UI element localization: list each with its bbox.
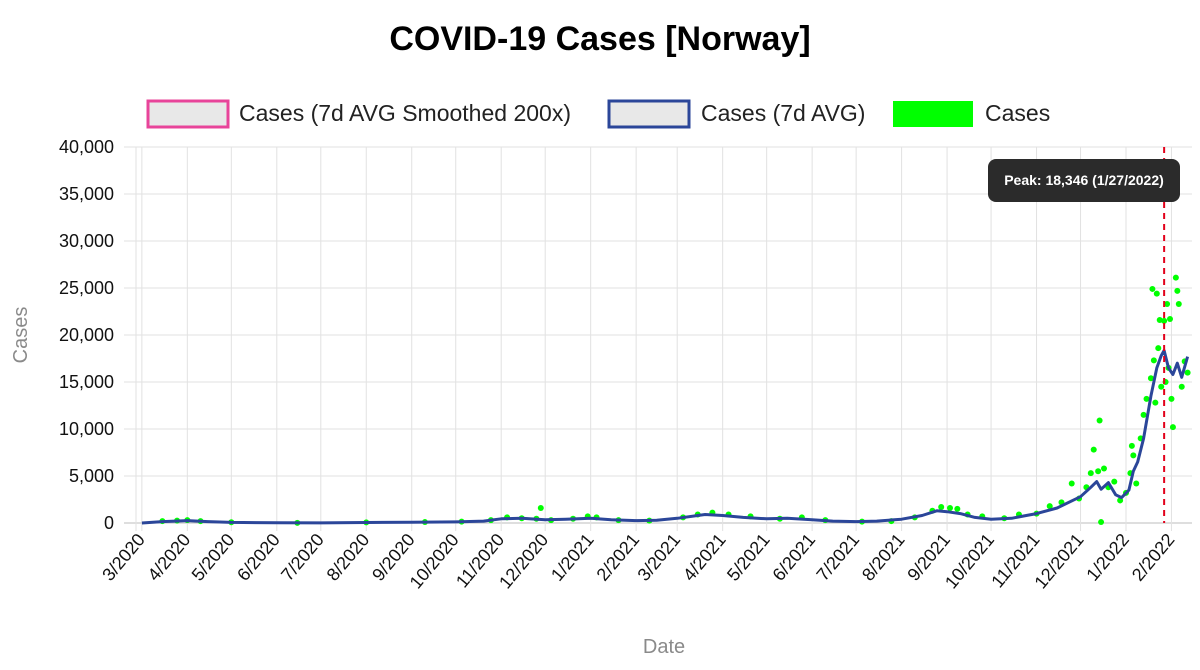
cases-point bbox=[1140, 411, 1147, 418]
cases-point bbox=[1098, 519, 1105, 526]
x-tick-label: 4/2021 bbox=[679, 530, 730, 585]
cases-point bbox=[1155, 345, 1162, 352]
cases-point bbox=[1169, 424, 1176, 431]
legend-swatch-smoothed bbox=[146, 99, 230, 129]
cases-point bbox=[1101, 465, 1107, 472]
x-tick-label: 1/2022 bbox=[1082, 530, 1133, 585]
legend-label-smoothed: Cases (7d AVG Smoothed 200x) bbox=[239, 100, 571, 126]
cases-point bbox=[1111, 478, 1118, 485]
x-tick-label: 4/2020 bbox=[144, 530, 195, 585]
cases-point bbox=[1164, 300, 1171, 307]
x-tick-label: 7/2021 bbox=[812, 530, 863, 585]
cases-point bbox=[1068, 480, 1075, 487]
legend-item-avg[interactable]: Cases (7d AVG) bbox=[607, 99, 865, 129]
cases-point bbox=[1087, 470, 1094, 477]
y-tick-label: 0 bbox=[104, 513, 114, 533]
cases-point bbox=[1046, 503, 1053, 510]
cases-point bbox=[1128, 442, 1135, 449]
cases-point bbox=[947, 504, 953, 511]
x-tick-label: 8/2021 bbox=[858, 530, 909, 585]
tooltip-box bbox=[988, 159, 1180, 202]
cases-point bbox=[1149, 285, 1156, 292]
x-tick-label: 6/2021 bbox=[768, 530, 819, 585]
y-tick-label: 40,000 bbox=[59, 137, 114, 157]
y-tick-label: 35,000 bbox=[59, 184, 114, 204]
x-tick-label: 6/2020 bbox=[233, 530, 284, 585]
x-tick-label: 5/2021 bbox=[723, 530, 774, 585]
cases-point bbox=[1090, 446, 1097, 453]
y-tick-label: 10,000 bbox=[59, 419, 114, 439]
cases-point bbox=[1161, 317, 1168, 324]
cases-point bbox=[1168, 395, 1175, 402]
y-tick-label: 25,000 bbox=[59, 278, 114, 298]
x-tick-label: 8/2020 bbox=[323, 530, 374, 585]
cases-points bbox=[159, 274, 1191, 526]
grid bbox=[124, 146, 1192, 531]
x-tick-label: 1/2021 bbox=[547, 530, 598, 585]
x-tick-label: 2/2022 bbox=[1128, 530, 1179, 585]
cases-point bbox=[1174, 287, 1181, 294]
legend-swatch-avg bbox=[607, 99, 691, 129]
cases-point bbox=[1133, 480, 1140, 487]
cases-point bbox=[1153, 290, 1160, 297]
cases-point bbox=[1172, 274, 1179, 281]
legend-item-smoothed[interactable]: Cases (7d AVG Smoothed 200x) bbox=[146, 99, 571, 129]
chart-title: COVID-19 Cases [Norway] bbox=[389, 20, 810, 58]
cases-point bbox=[1096, 417, 1103, 424]
cases-point bbox=[1178, 383, 1185, 390]
cases-point bbox=[1130, 452, 1137, 459]
cases-point bbox=[954, 505, 961, 512]
x-tick-label: 3/2021 bbox=[634, 530, 685, 585]
legend-label-avg: Cases (7d AVG) bbox=[701, 100, 865, 126]
y-tick-label: 5,000 bbox=[69, 466, 114, 486]
cases-point bbox=[537, 504, 544, 511]
cases-point bbox=[1184, 369, 1191, 376]
y-axis: 0 5,000 10,000 15,000 20,000 25,000 30,000 35,0… bbox=[59, 137, 114, 533]
y-tick-label: 15,000 bbox=[59, 372, 114, 392]
x-tick-label: 2/2021 bbox=[592, 530, 643, 585]
y-tick-label: 30,000 bbox=[59, 231, 114, 251]
cases-point bbox=[1175, 300, 1182, 307]
peak-tooltip: Peak: 18,346 (1/27/2022) bbox=[988, 159, 1180, 202]
legend: Cases (7d AVG Smoothed 200x) Cases (7d A… bbox=[146, 99, 1050, 129]
cases-point bbox=[1152, 399, 1159, 406]
y-axis-title: Cases bbox=[10, 307, 32, 364]
x-axis-title: Date bbox=[643, 636, 685, 658]
cases-point bbox=[1158, 383, 1165, 390]
x-axis: 3/20204/20205/20206/20207/20208/20209/20… bbox=[98, 530, 1178, 593]
cases-point bbox=[938, 504, 945, 511]
x-tick-label: 5/2020 bbox=[188, 530, 239, 585]
cases-point bbox=[1095, 468, 1102, 475]
legend-item-cases[interactable]: Cases bbox=[893, 100, 1050, 127]
legend-swatch-cases bbox=[893, 101, 973, 127]
tooltip-text: Peak: 18,346 (1/27/2022) bbox=[1004, 172, 1164, 188]
x-tick-label: 3/2020 bbox=[98, 530, 149, 585]
cases-point bbox=[1143, 395, 1150, 402]
y-tick-label: 20,000 bbox=[59, 325, 114, 345]
cases-point bbox=[1167, 316, 1173, 323]
legend-label-cases: Cases bbox=[985, 100, 1050, 126]
avg-line bbox=[141, 349, 1190, 525]
x-tick-label: 7/2020 bbox=[277, 530, 328, 585]
cases-point bbox=[1147, 375, 1154, 382]
cases-point bbox=[1150, 357, 1157, 364]
